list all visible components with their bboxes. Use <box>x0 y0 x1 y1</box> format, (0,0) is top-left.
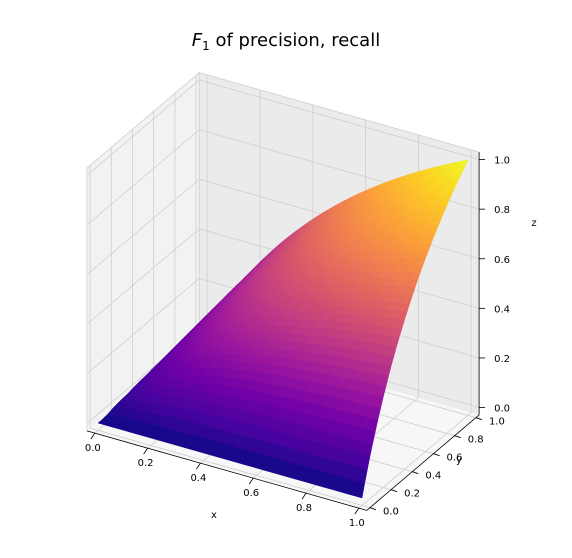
grid-line-z-xwall <box>86 178 200 275</box>
y-axis-label: y <box>456 455 462 466</box>
y-axis-line <box>366 414 480 511</box>
axes-ticks: 0.0 0.0 0.0 0.2 0.2 0.2 0.4 0.4 0.4 0.6 0.6 0.6 0.8 0… <box>85 156 510 529</box>
x-tick-label: 0.2 <box>138 458 154 469</box>
x-tick-mark <box>196 462 201 470</box>
z-tick-label: 1.0 <box>494 156 510 167</box>
x-tick-mark <box>248 477 254 485</box>
pane-edge <box>86 72 200 169</box>
grid-line-z-xwall <box>86 278 200 375</box>
y-tick-mark <box>475 417 483 421</box>
y-tick-mark <box>433 453 440 457</box>
title-rest: of precision, recall <box>210 30 380 51</box>
title-f: F <box>192 30 203 51</box>
grid-line-x-floor <box>358 412 472 509</box>
y-tick-mark <box>390 489 398 493</box>
x-tick-mark <box>301 492 307 500</box>
grid-line-z-xwall <box>86 79 200 176</box>
x-tick-label: 0.4 <box>190 473 206 484</box>
grid-line-z-ywall <box>199 79 480 160</box>
x-tick-mark <box>90 432 96 440</box>
x-tick-mark <box>143 447 148 455</box>
z-tick-label: 0.6 <box>494 255 510 266</box>
grid-line-z-xwall <box>86 129 200 226</box>
y-tick-label: 0.0 <box>383 507 399 518</box>
y-tick-mark <box>412 471 419 475</box>
y-tick-label: 0.8 <box>468 435 484 446</box>
z-axis-label: z <box>531 218 536 229</box>
y-tick-label: 0.4 <box>425 471 441 482</box>
pane-x-back <box>86 72 200 431</box>
grid-line-z-xwall <box>86 228 200 325</box>
y-tick-label: 0.2 <box>404 489 420 500</box>
x-tick-label: 1.0 <box>349 518 365 529</box>
axes-lines <box>86 152 480 511</box>
surface-plot <box>97 159 469 499</box>
y-tick-mark <box>369 507 377 511</box>
z-tick-label: 0.4 <box>494 304 510 315</box>
z-tick-label: 0.8 <box>494 205 510 216</box>
pane-edge <box>199 72 480 153</box>
chart-title: F1 of precision, recall <box>192 30 380 53</box>
x-tick-label: 0.8 <box>296 503 312 514</box>
y-tick-label: 0.6 <box>447 453 463 464</box>
y-tick-mark <box>454 435 461 439</box>
z-tick-label: 0.0 <box>494 404 510 415</box>
x-axis-label: x <box>211 510 217 521</box>
x-tick-mark <box>354 507 360 515</box>
z-tick-label: 0.2 <box>494 354 510 365</box>
surface-cell <box>355 481 365 499</box>
title-subscript: 1 <box>202 39 210 53</box>
grid-line-y-floor <box>89 427 371 509</box>
x-axis-line <box>86 430 367 511</box>
x-tick-label: 0.0 <box>85 443 101 454</box>
x-tick-label: 0.6 <box>243 488 259 499</box>
y-tick-label: 1.0 <box>489 417 505 428</box>
